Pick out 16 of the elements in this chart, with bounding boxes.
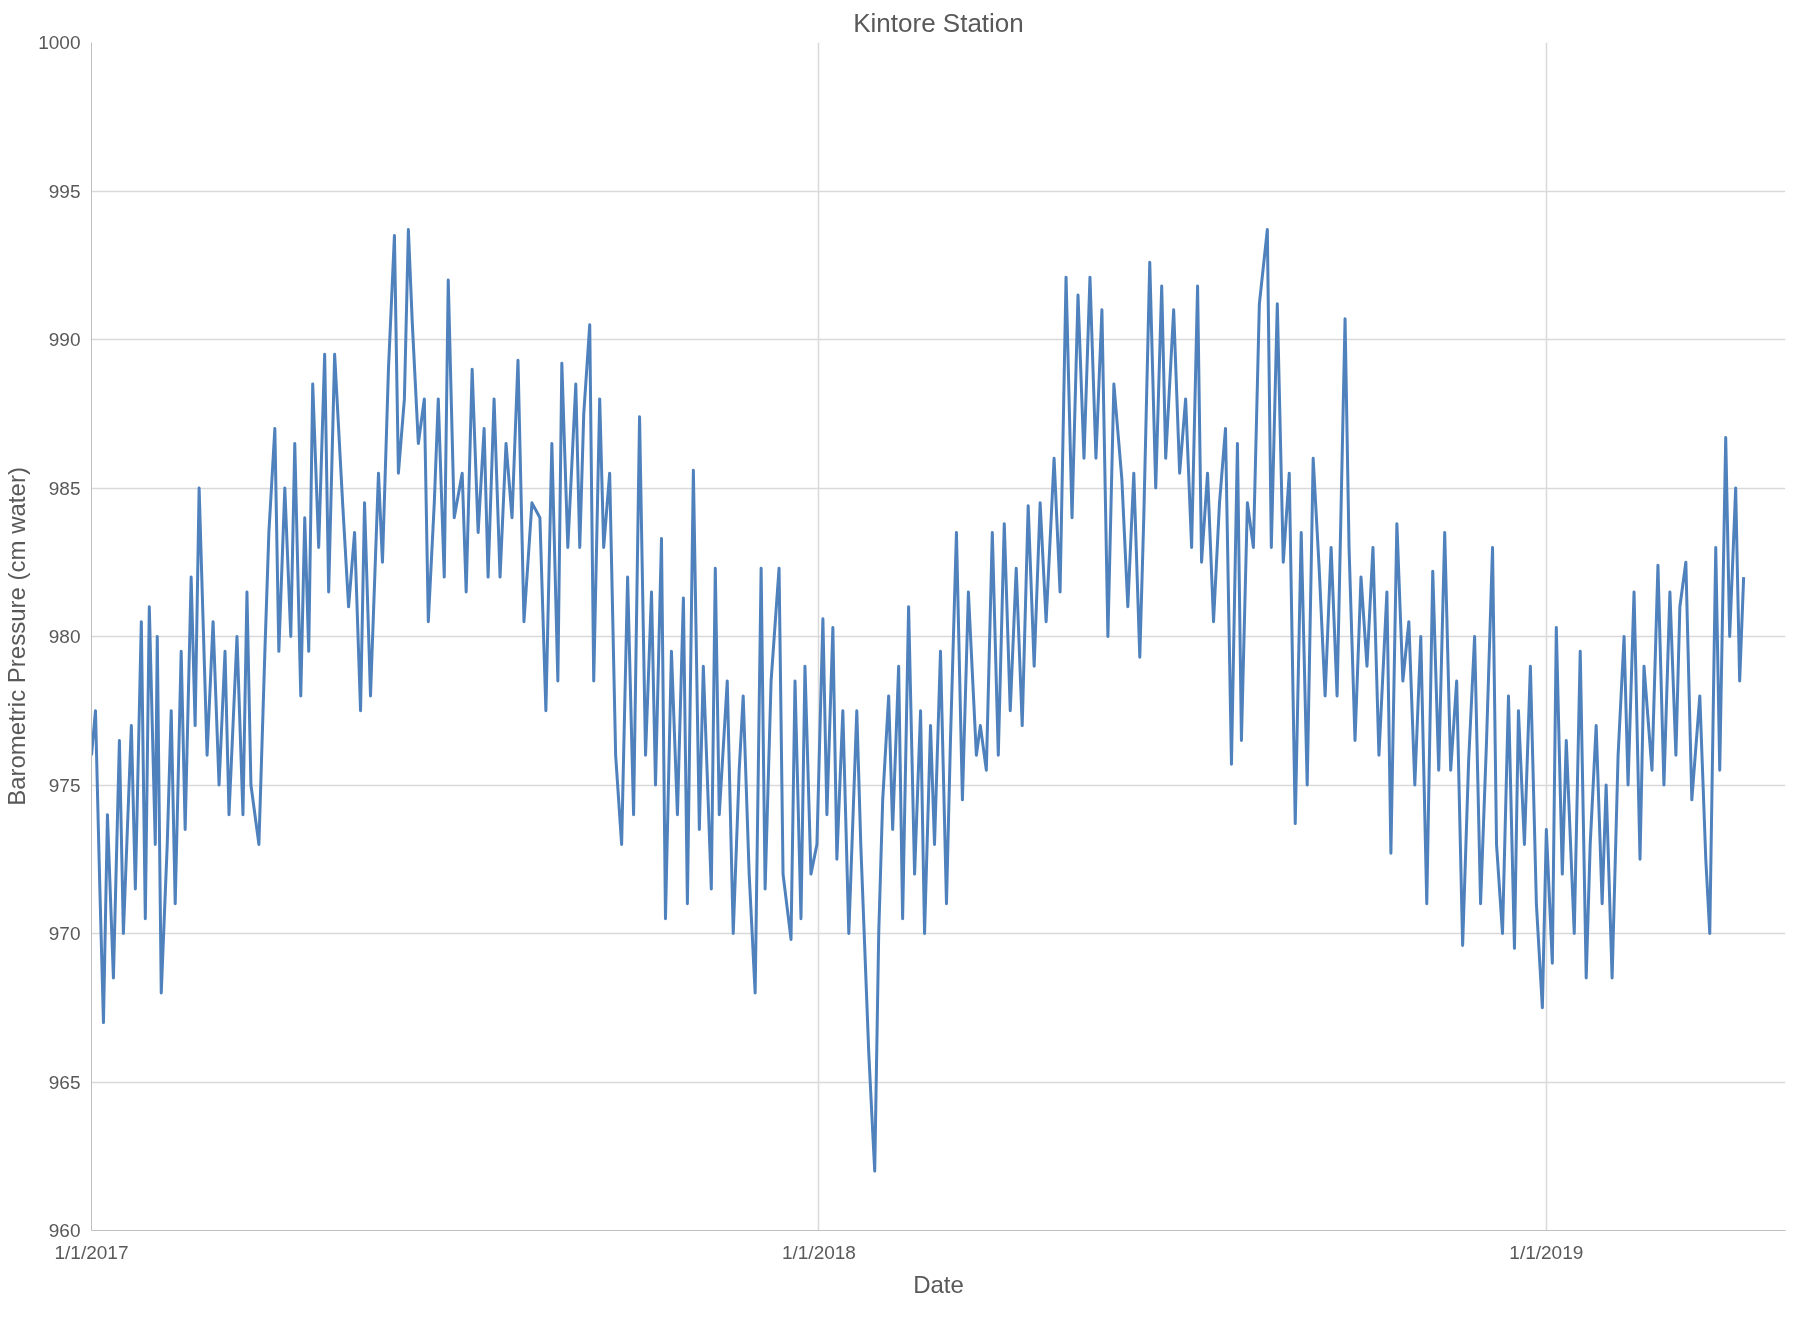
- y-tick-label: 975: [48, 774, 81, 796]
- y-tick-label: 980: [48, 626, 81, 647]
- x-axis-title: Date: [913, 1270, 964, 1298]
- y-axis-title: Barometric Pressure (cm water): [3, 467, 31, 806]
- y-tick-label: 995: [48, 180, 81, 202]
- y-tick-label: 965: [48, 1071, 81, 1093]
- x-tick-label: 1/1/2018: [781, 1241, 856, 1263]
- y-tick-label: 970: [48, 923, 81, 944]
- chart-title: Kintore Station: [853, 7, 1024, 38]
- x-tick-label: 1/1/2019: [1509, 1241, 1584, 1263]
- y-tick-label: 985: [48, 477, 81, 499]
- x-tick-label: 1/1/2017: [54, 1241, 129, 1263]
- y-tick-label: 1000: [38, 32, 81, 53]
- y-tick-label: 990: [48, 329, 81, 350]
- y-tick-label: 960: [48, 1220, 81, 1241]
- line-series: [91, 228, 1746, 1173]
